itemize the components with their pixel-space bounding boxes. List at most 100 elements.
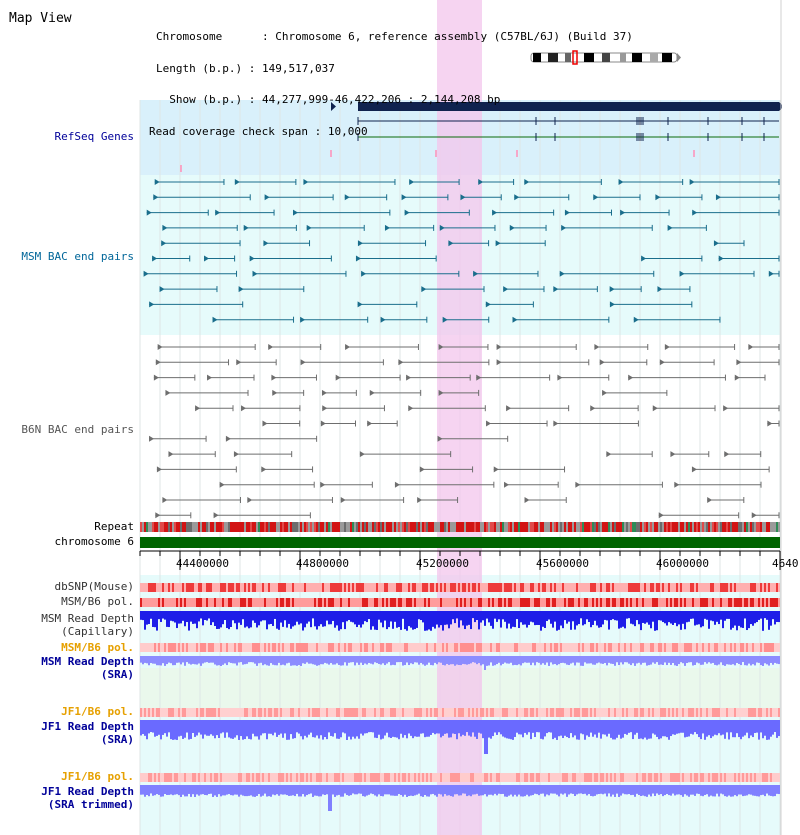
jf1-b6-pol-trimmed-label[interactable]: JF1/B6 pol. (61, 770, 134, 783)
msm-pol-cell (488, 598, 490, 607)
jf1-pol-trim-cell (294, 773, 296, 782)
jf1-b6-pol-trimmed-track[interactable] (140, 773, 780, 782)
depth-bar (446, 611, 448, 625)
depth-bar (316, 656, 318, 666)
msm-b6-pol-sra-track[interactable] (140, 643, 780, 652)
b6n-bac-pair-end (748, 344, 754, 350)
chromosome-bar[interactable] (140, 537, 780, 548)
b6n-bac-pair-end (153, 374, 159, 381)
jf1-depth-trimmed-label[interactable]: JF1 Read Depth (41, 785, 134, 798)
depth-bar (178, 720, 180, 737)
b6n-bac-label[interactable]: B6N BAC end pairs (21, 423, 134, 436)
repeat-segment (630, 522, 632, 532)
msm-bac-label[interactable]: MSM BAC end pairs (21, 250, 134, 263)
depth-bar (260, 720, 262, 736)
b6n-bac-pair-end (233, 451, 239, 458)
depth-bar (556, 720, 558, 740)
dbsnp-cell (250, 583, 252, 592)
b6n-bac-pair-end (241, 405, 247, 412)
chromosome-ideogram[interactable] (530, 50, 681, 65)
depth-bar (606, 720, 608, 737)
msm-pol-sra-cell (334, 643, 336, 652)
repeat-segment (334, 522, 336, 532)
repeat-track[interactable] (140, 522, 780, 532)
dbsnp-cell (580, 583, 582, 592)
msm-pol-sra-cell (584, 643, 586, 652)
repeat-label[interactable]: Repeat (94, 520, 134, 533)
depth-bar (170, 611, 172, 621)
msm-pol-cell (148, 598, 150, 607)
depth-bar (742, 785, 744, 797)
selection-highlight[interactable] (437, 0, 482, 835)
depth-bar (250, 720, 252, 740)
b6n-bac-end-pairs-track[interactable] (149, 344, 780, 519)
depth-bar (748, 720, 750, 739)
jf1-pol-cell (656, 708, 658, 717)
jf1-read-depth-sra-track[interactable] (140, 720, 780, 754)
msm-pol-sra-cell (234, 643, 236, 652)
msm-read-depth-capillary-track[interactable] (140, 611, 780, 631)
jf1-pol-trim-cell (716, 773, 718, 782)
depth-bar (704, 656, 706, 663)
dbsnp-cell (278, 583, 280, 592)
jf1-b6-pol-label[interactable]: JF1/B6 pol. (61, 705, 134, 718)
repeat-segment (322, 522, 324, 532)
depth-bar (162, 785, 164, 797)
jf1-read-depth-trimmed-track[interactable] (140, 785, 780, 811)
msm-pol-cell (674, 598, 676, 607)
msm-pol-sra-cell (506, 643, 508, 652)
msm-pol-cell (464, 598, 466, 607)
repeat-segment (388, 522, 390, 532)
depth-bar (530, 785, 532, 796)
depth-bar (230, 720, 232, 739)
jf1-pol-trim-cell (692, 773, 694, 782)
jf1-pol-cell (586, 708, 588, 717)
msm-pol-sra-cell (516, 643, 518, 652)
depth-bar (146, 611, 148, 625)
msm-pol-sra-cell (156, 643, 158, 652)
depth-bar (564, 611, 566, 621)
jf1-pol-trim-cell (592, 773, 594, 782)
repeat-segment (186, 522, 188, 532)
jf1-b6-pol-track[interactable] (140, 708, 780, 717)
dbsnp-label[interactable]: dbSNP(Mouse) (54, 580, 134, 593)
depth-bar (720, 611, 722, 620)
repeat-segment (316, 522, 318, 532)
msm-pol-cell (668, 598, 670, 607)
depth-bar (384, 785, 386, 795)
msm-depth-sra-label[interactable]: MSM Read Depth (41, 655, 134, 668)
refseq-genes-label[interactable]: RefSeq Genes (54, 130, 134, 143)
depth-bar (432, 720, 434, 733)
refseq-genes-track[interactable] (180, 102, 784, 172)
dbsnp-track[interactable] (140, 583, 780, 592)
depth-bar (290, 720, 292, 735)
depth-bar (206, 611, 208, 621)
dbsnp-cell (246, 583, 248, 592)
chromosome-label[interactable]: chromosome 6 (54, 535, 134, 548)
jf1-depth-sra-label[interactable]: JF1 Read Depth (41, 720, 134, 733)
msm-pol-cell (162, 598, 164, 607)
jf1-pol-trim-cell (200, 773, 202, 782)
depth-bar (760, 656, 762, 666)
msm-b6-pol-sra-label[interactable]: MSM/B6 pol. (61, 641, 134, 654)
depth-bar (624, 720, 626, 734)
depth-bar (676, 656, 678, 666)
dbsnp-cell (648, 583, 650, 592)
dbsnp-cell (706, 583, 708, 592)
depth-bar (402, 720, 404, 738)
msm-bac-end-pairs-track[interactable] (143, 179, 780, 323)
msm-pol-sra-cell (220, 643, 222, 652)
depth-bar (328, 611, 330, 625)
msm-depth-capillary-label[interactable]: MSM Read Depth (41, 612, 134, 625)
msm-b6-pol-track[interactable] (140, 598, 780, 607)
msm-pol-sra-cell (258, 643, 260, 652)
depth-bar (396, 720, 398, 738)
jf1-pol-trim-cell (602, 773, 604, 782)
msm-b6-pol-label[interactable]: MSM/B6 pol. (61, 595, 134, 608)
depth-bar (362, 720, 364, 736)
msm-read-depth-sra-track[interactable] (140, 656, 780, 670)
depth-bar (586, 720, 588, 736)
depth-bar (168, 656, 170, 663)
depth-bar (500, 720, 502, 735)
